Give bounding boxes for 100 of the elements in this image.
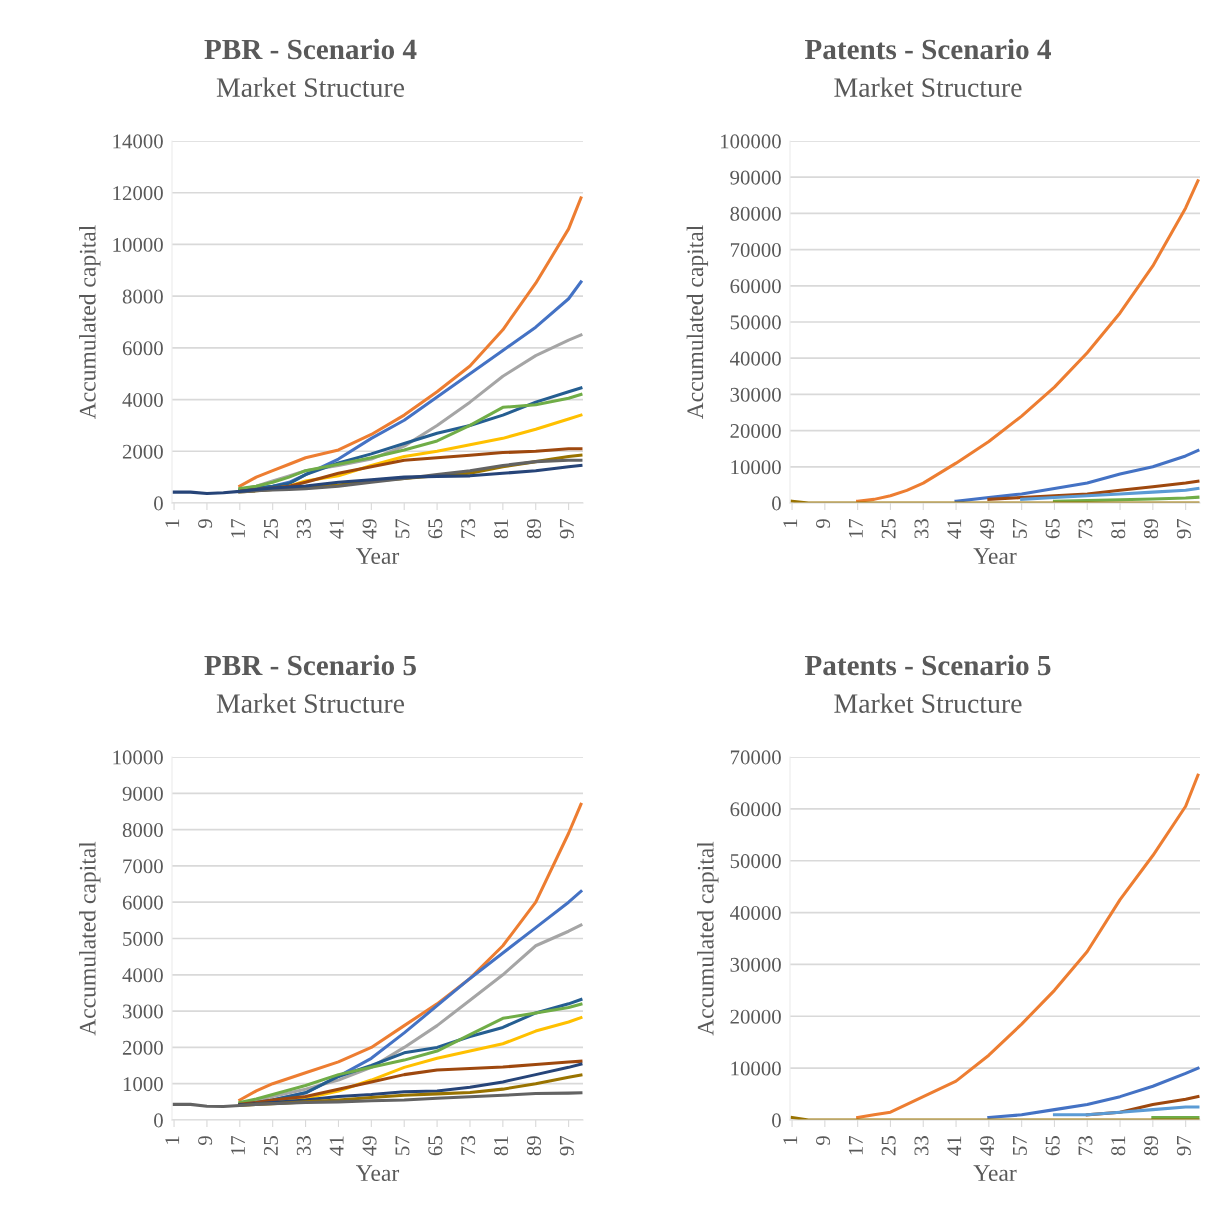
x-tick-label: 9 [198, 519, 213, 529]
x-tick-label: 81 [494, 1136, 509, 1156]
chart-subtitle: Market Structure [216, 693, 405, 713]
y-tick-label: 2000 [122, 444, 163, 459]
x-tick-label: 57 [395, 1135, 410, 1155]
x-tick-label: 9 [816, 1136, 831, 1146]
x-tick-label: 65 [1045, 1136, 1060, 1156]
x-tick-label: 73 [461, 1136, 476, 1155]
y-tick-label: 0 [154, 1113, 163, 1128]
x-tick-label: 33 [914, 519, 929, 539]
y-tick-label: 12000 [113, 186, 163, 201]
x-tick-label: 25 [881, 519, 896, 539]
x-tick-label: 33 [296, 519, 311, 539]
chart-subtitle: Market Structure [216, 77, 405, 97]
y-axis-title: Accumulated capital [79, 225, 101, 420]
x-tick-label: 73 [1078, 1136, 1093, 1155]
chart-title: PBR - Scenario 4 [204, 38, 417, 60]
x-tick-label: 9 [816, 519, 831, 529]
y-tick-label: 90000 [730, 170, 781, 185]
y-axis-title: Accumulated capital [686, 225, 709, 420]
y-tick-label: 40000 [729, 351, 781, 366]
x-tick-label: 17 [231, 518, 245, 538]
x-axis-title: Year [973, 548, 1017, 565]
x-tick-label: 25 [881, 1136, 896, 1156]
y-tick-label: 80000 [730, 206, 781, 221]
x-tick-label: 41 [947, 1136, 962, 1156]
y-tick-label: 60000 [730, 802, 781, 817]
y-tick-label: 10000 [731, 460, 781, 475]
x-tick-label: 81 [494, 519, 509, 539]
y-tick-label: 8000 [122, 822, 163, 838]
x-tick-label: 57 [395, 518, 410, 538]
y-tick-label: 0 [154, 496, 163, 511]
x-tick-label: 89 [1144, 1136, 1159, 1156]
y-tick-label: 70000 [730, 750, 781, 765]
y-tick-label: 6000 [122, 895, 163, 910]
x-tick-label: 25 [263, 1136, 278, 1156]
x-tick-label: 57 [1013, 1135, 1027, 1155]
y-tick-label: 1000 [123, 1077, 163, 1092]
x-tick-label: 33 [914, 1136, 929, 1156]
x-tick-label: 89 [526, 519, 541, 539]
x-tick-label: 49 [980, 519, 995, 539]
x-tick-label: 1 [783, 1136, 798, 1144]
x-axis-title: Year [356, 1165, 400, 1182]
x-tick-label: 17 [848, 1135, 863, 1155]
x-tick-label: 97 [1176, 518, 1191, 539]
y-tick-label: 10000 [113, 750, 163, 765]
y-tick-label: 10000 [731, 1061, 781, 1076]
y-tick-label: 50000 [730, 854, 781, 869]
x-tick-label: 41 [329, 1136, 344, 1156]
x-tick-label: 1 [783, 519, 798, 527]
x-tick-label: 49 [980, 1136, 995, 1156]
x-tick-label: 73 [461, 519, 476, 538]
chart-title: PBR - Scenario 5 [204, 654, 416, 676]
x-tick-label: 49 [362, 1136, 377, 1156]
x-tick-label: 97 [559, 518, 574, 539]
y-tick-label: 3000 [123, 1004, 163, 1019]
y-tick-label: 6000 [122, 341, 163, 356]
y-tick-label: 4000 [122, 392, 163, 407]
y-tick-label: 9000 [122, 786, 163, 801]
x-tick-label: 17 [231, 1135, 245, 1155]
x-tick-label: 57 [1013, 518, 1027, 538]
y-tick-label: 4000 [122, 968, 163, 983]
y-tick-label: 14000 [113, 134, 163, 149]
y-tick-label: 10000 [113, 237, 163, 252]
y-axis-title: Accumulated capital [79, 841, 101, 1036]
chart-subtitle: Market Structure [834, 693, 1022, 713]
y-tick-label: 7000 [123, 859, 163, 874]
chart-title: Patents - Scenario 5 [804, 654, 1051, 676]
y-tick-label: 60000 [730, 279, 781, 294]
x-tick-label: 65 [428, 1136, 443, 1156]
x-tick-label: 33 [296, 1136, 311, 1156]
y-tick-label: 100000 [721, 134, 781, 149]
x-tick-label: 41 [947, 519, 962, 539]
x-tick-label: 81 [1111, 519, 1126, 539]
x-tick-label: 89 [526, 1136, 541, 1156]
x-tick-label: 65 [428, 519, 443, 539]
x-tick-label: 49 [362, 519, 377, 539]
x-tick-label: 65 [1045, 519, 1060, 539]
x-tick-label: 25 [263, 519, 278, 539]
y-tick-label: 30000 [730, 387, 781, 402]
y-tick-label: 30000 [730, 957, 781, 972]
y-tick-label: 2000 [122, 1040, 163, 1055]
x-axis-title: Year [973, 1165, 1017, 1182]
x-tick-label: 9 [198, 1136, 213, 1146]
x-tick-label: 89 [1144, 519, 1159, 539]
y-tick-label: 20000 [730, 1009, 781, 1024]
x-tick-label: 97 [559, 1135, 574, 1156]
y-tick-label: 0 [772, 496, 781, 511]
y-tick-label: 20000 [730, 423, 781, 439]
x-tick-label: 41 [329, 519, 344, 539]
chart-title: Patents - Scenario 4 [804, 38, 1051, 60]
y-axis-title: Accumulated capital [697, 841, 719, 1036]
x-tick-label: 97 [1176, 1135, 1191, 1156]
y-tick-label: 50000 [730, 315, 781, 330]
y-tick-label: 5000 [123, 931, 163, 946]
y-tick-label: 40000 [729, 905, 781, 920]
y-tick-label: 0 [772, 1113, 781, 1128]
x-axis-title: Year [356, 548, 400, 565]
x-tick-label: 73 [1078, 519, 1093, 538]
x-tick-label: 1 [165, 1136, 180, 1144]
